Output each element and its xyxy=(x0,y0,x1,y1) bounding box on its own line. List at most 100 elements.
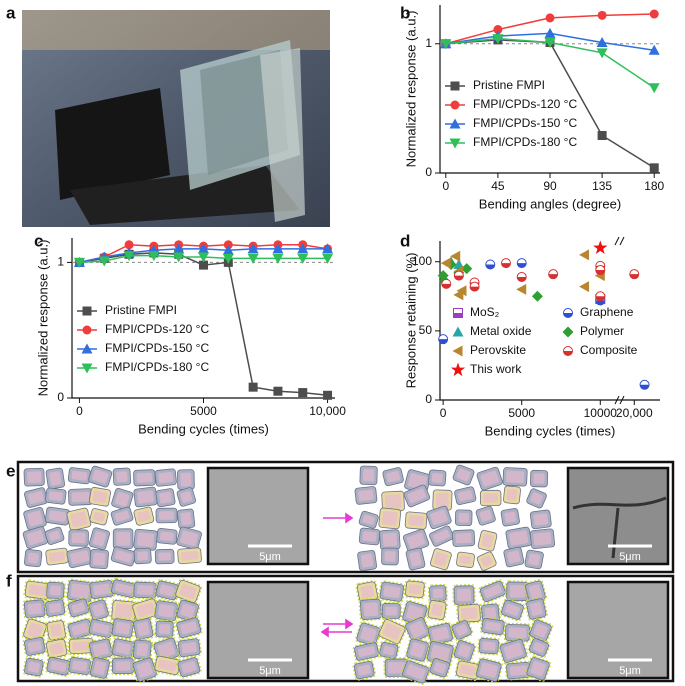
scale-bar-label: 5μm xyxy=(259,665,281,677)
marker xyxy=(470,286,480,292)
grain xyxy=(479,616,507,637)
grain xyxy=(456,551,475,568)
grain-core xyxy=(158,552,172,561)
grain-core xyxy=(136,602,155,618)
x-tick-label: 180 xyxy=(644,179,664,193)
grain-core xyxy=(503,642,523,660)
glue xyxy=(66,597,91,619)
grain-core xyxy=(358,489,374,502)
grain xyxy=(354,486,378,505)
grain-core xyxy=(509,530,529,546)
grain-core xyxy=(431,626,450,642)
marker xyxy=(493,25,503,35)
grain-core xyxy=(504,603,520,616)
grain-core xyxy=(385,606,398,616)
legend-label: FMPI/CPDs-180 °C xyxy=(105,360,209,374)
marker xyxy=(596,36,608,47)
grain-core xyxy=(181,661,197,674)
x-tick-label: 135 xyxy=(592,179,612,193)
legend-marker xyxy=(449,138,461,149)
glue xyxy=(154,579,181,602)
grain xyxy=(23,467,45,487)
grain xyxy=(88,527,110,551)
grain xyxy=(527,636,551,659)
grain-core xyxy=(433,661,447,674)
grain xyxy=(429,525,454,547)
grain xyxy=(111,488,134,511)
grain-core xyxy=(48,491,63,501)
marker xyxy=(297,243,309,254)
grain-core xyxy=(92,469,109,484)
grain-core xyxy=(484,621,502,632)
grain-core xyxy=(480,470,499,487)
grain xyxy=(176,526,202,550)
grain xyxy=(454,659,481,681)
grain-core xyxy=(528,584,542,600)
grain xyxy=(88,465,113,488)
legend-label: FMPI/CPDs-180 °C xyxy=(473,135,577,149)
photo xyxy=(22,10,330,227)
marker xyxy=(124,240,134,250)
sem-image xyxy=(206,466,310,566)
grain-core xyxy=(362,531,377,542)
glue xyxy=(380,601,402,621)
legend-label: Pristine FMPI xyxy=(473,78,545,92)
grain xyxy=(477,636,501,656)
grain-core xyxy=(159,511,175,520)
grain-core xyxy=(529,602,543,616)
grain xyxy=(173,578,203,605)
grain xyxy=(479,489,502,507)
grain-core xyxy=(136,661,153,678)
grain xyxy=(109,577,139,600)
grain-core xyxy=(386,471,401,483)
grain xyxy=(452,638,477,663)
grain xyxy=(358,510,379,529)
marker xyxy=(649,9,659,19)
y-tick-label: 1 xyxy=(57,255,64,269)
x-axis-label: Bending cycles (times) xyxy=(485,423,616,438)
marker xyxy=(123,251,135,262)
grain xyxy=(505,580,530,603)
marker xyxy=(648,44,660,55)
grain xyxy=(503,485,521,505)
grain-core xyxy=(479,509,492,522)
grain-core xyxy=(136,585,154,595)
grain xyxy=(45,547,69,566)
sem-image xyxy=(206,580,310,680)
marker xyxy=(456,285,467,297)
glue xyxy=(131,616,155,642)
grain xyxy=(403,484,431,508)
grain-core xyxy=(528,553,541,566)
grain-core xyxy=(71,622,89,636)
grain xyxy=(45,487,67,505)
grain-core xyxy=(72,641,91,651)
marker xyxy=(173,252,185,263)
glue xyxy=(499,598,526,622)
grain xyxy=(110,656,136,676)
grain-core xyxy=(180,603,196,618)
grain-core xyxy=(506,489,518,501)
grain-core xyxy=(48,530,61,541)
y-axis-label: Normalized response (a.u.) xyxy=(35,240,50,397)
grain xyxy=(425,639,456,667)
grain xyxy=(68,529,89,547)
grain-core xyxy=(457,490,473,502)
glue xyxy=(524,596,548,622)
legend-label: Graphene xyxy=(580,305,634,319)
marker xyxy=(454,275,464,281)
grain xyxy=(133,486,158,508)
grain-core xyxy=(92,642,109,657)
grain xyxy=(43,597,67,619)
grain-core xyxy=(157,641,176,659)
marker xyxy=(453,259,465,270)
grain xyxy=(22,635,47,658)
grain xyxy=(498,637,529,665)
grain xyxy=(23,506,47,531)
grain xyxy=(154,548,175,565)
glue xyxy=(498,637,529,665)
y-axis-label: Normalized response (a.u.) xyxy=(403,11,418,168)
grain xyxy=(68,488,93,506)
grain xyxy=(89,549,109,570)
glue xyxy=(22,598,47,620)
